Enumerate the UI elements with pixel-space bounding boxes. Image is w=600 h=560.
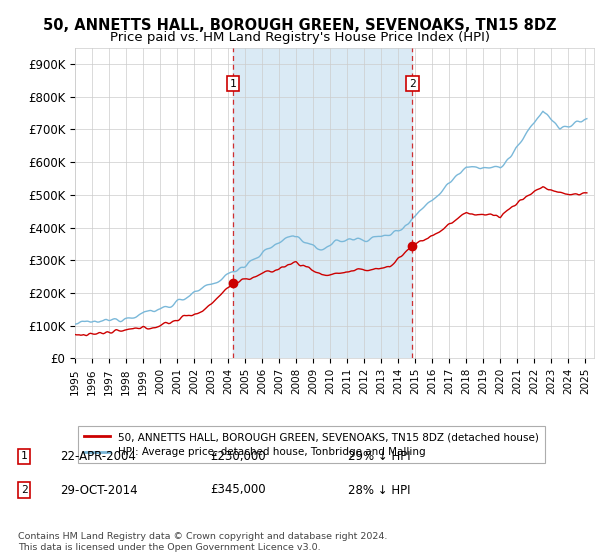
Text: 2: 2 xyxy=(409,78,416,88)
Legend: 50, ANNETTS HALL, BOROUGH GREEN, SEVENOAKS, TN15 8DZ (detached house), HPI: Aver: 50, ANNETTS HALL, BOROUGH GREEN, SEVENOA… xyxy=(77,426,545,464)
Text: 50, ANNETTS HALL, BOROUGH GREEN, SEVENOAKS, TN15 8DZ: 50, ANNETTS HALL, BOROUGH GREEN, SEVENOA… xyxy=(43,18,557,34)
Bar xyxy=(233,48,412,358)
Text: Price paid vs. HM Land Registry's House Price Index (HPI): Price paid vs. HM Land Registry's House … xyxy=(110,31,490,44)
Text: 28% ↓ HPI: 28% ↓ HPI xyxy=(348,483,410,497)
Text: 29% ↓ HPI: 29% ↓ HPI xyxy=(348,450,410,463)
Text: £345,000: £345,000 xyxy=(210,483,266,497)
Text: 2: 2 xyxy=(20,485,28,495)
Text: 29-OCT-2014: 29-OCT-2014 xyxy=(60,483,137,497)
Text: 22-APR-2004: 22-APR-2004 xyxy=(60,450,136,463)
Text: 1: 1 xyxy=(230,78,236,88)
Text: £230,000: £230,000 xyxy=(210,450,266,463)
Text: 1: 1 xyxy=(20,451,28,461)
Text: Contains HM Land Registry data © Crown copyright and database right 2024.
This d: Contains HM Land Registry data © Crown c… xyxy=(18,532,388,552)
